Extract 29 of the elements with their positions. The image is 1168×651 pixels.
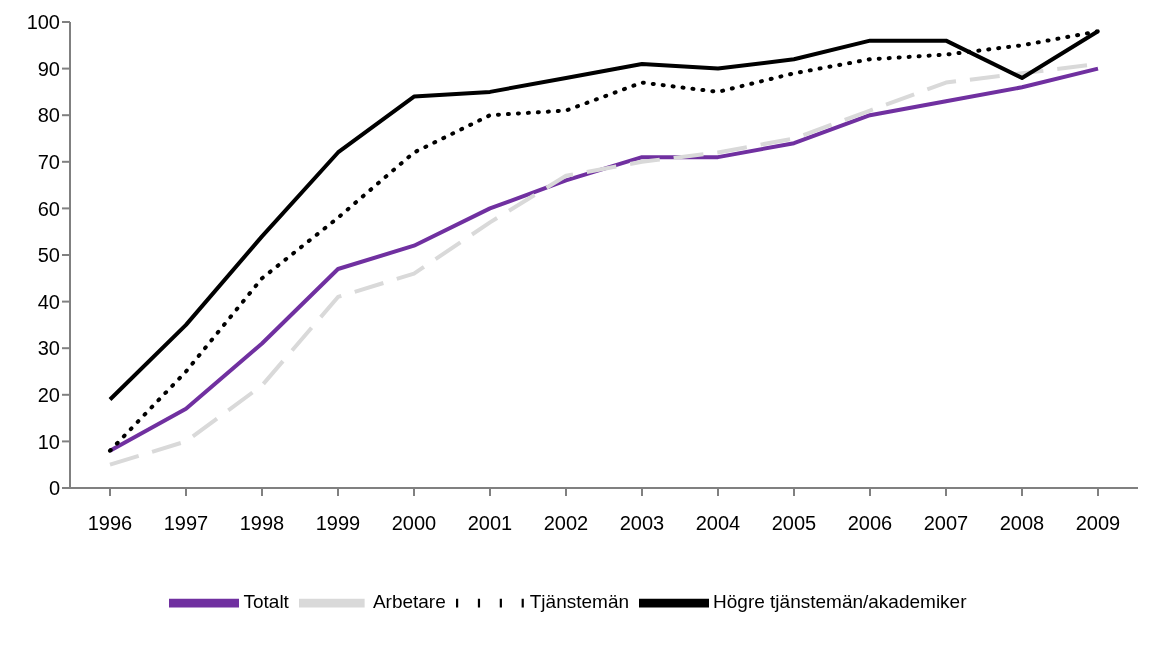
- y-tick-label: 30: [37, 337, 60, 360]
- y-tick-label: 70: [37, 150, 60, 173]
- x-tick-label: 1997: [163, 512, 209, 535]
- legend-label: Högre tjänstemän/akademiker: [713, 591, 967, 613]
- x-tick-label: 2000: [391, 512, 437, 535]
- x-tick-label: 2004: [695, 512, 741, 535]
- y-tick-label: 20: [37, 383, 60, 406]
- x-tick-label: 2006: [847, 512, 893, 535]
- x-tick-label: 1996: [87, 512, 133, 535]
- y-tick-label: 80: [37, 104, 60, 127]
- x-tick-label: 2005: [771, 512, 817, 535]
- y-tick-label: 100: [26, 11, 60, 34]
- legend-label: Totalt: [243, 591, 289, 613]
- legend-label: Tjänstemän: [529, 591, 630, 613]
- y-tick-label: 90: [37, 57, 60, 80]
- x-tick-label: 2003: [619, 512, 665, 535]
- x-tick-label: 1998: [239, 512, 285, 535]
- y-tick-label: 0: [48, 477, 60, 500]
- x-tick-label: 1999: [315, 512, 361, 535]
- x-tick-label: 2007: [923, 512, 969, 535]
- y-tick-label: 60: [37, 197, 60, 220]
- x-tick-label: 2002: [543, 512, 589, 535]
- x-tick-label: 2008: [999, 512, 1045, 535]
- x-tick-label: 2009: [1075, 512, 1121, 535]
- x-tick-label: 2001: [467, 512, 513, 535]
- y-tick-label: 40: [37, 290, 60, 313]
- y-tick-label: 50: [37, 244, 60, 267]
- legend-label: Arbetare: [372, 591, 446, 613]
- y-tick-label: 10: [37, 430, 60, 453]
